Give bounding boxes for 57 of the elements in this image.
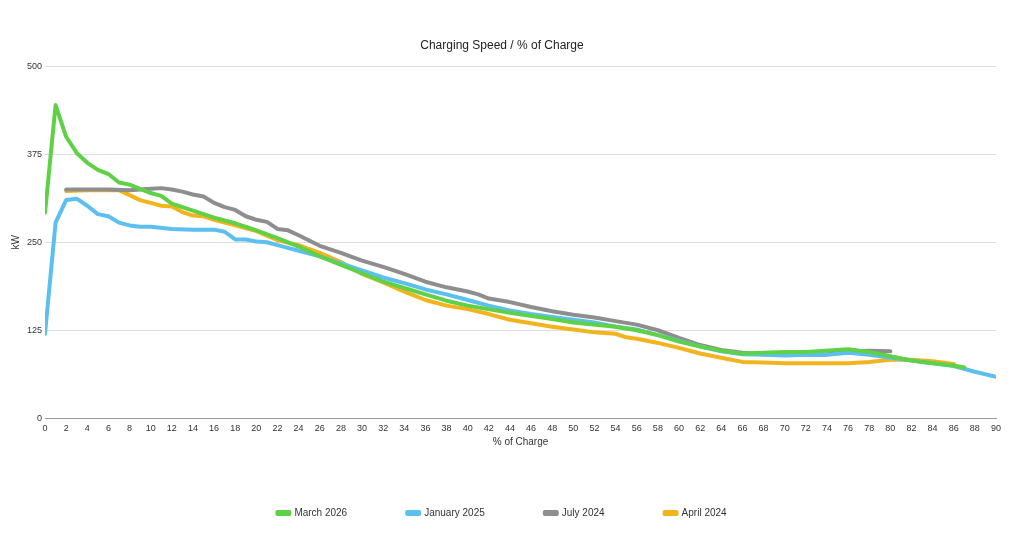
x-tick-label: 10	[145, 423, 156, 434]
x-tick-label: 82	[906, 423, 917, 434]
x-tick-label: 74	[821, 423, 832, 434]
x-tick-label: 72	[800, 423, 811, 434]
x-tick-label: 16	[209, 423, 220, 434]
chart-title: Charging Speed / % of Charge	[420, 37, 585, 52]
x-tick-label: 62	[695, 423, 706, 434]
x-tick-label: 8	[127, 423, 133, 434]
x-tick-label: 22	[272, 423, 283, 434]
x-tick-label: 70	[779, 423, 790, 434]
x-tick-label: 32	[378, 423, 389, 434]
x-tick-label: 88	[969, 423, 980, 434]
x-tick-label: 44	[504, 423, 515, 434]
y-tick-label: 125	[26, 324, 43, 335]
x-tick-label: 6	[105, 423, 111, 434]
y-tick-label: 250	[26, 236, 43, 247]
y-tick-label: 500	[26, 60, 43, 71]
x-tick-label: 64	[716, 423, 727, 434]
x-tick-label: 26	[314, 423, 325, 434]
x-tick-label: 4	[84, 423, 90, 434]
x-tick-label: 54	[610, 423, 621, 434]
x-tick-label: 42	[483, 423, 494, 434]
y-tick-label: 0	[37, 412, 43, 423]
x-tick-label: 56	[631, 423, 642, 434]
x-tick-label: 84	[927, 423, 938, 434]
x-tick-label: 76	[843, 423, 854, 434]
x-tick-label: 86	[948, 423, 959, 434]
legend-label: April 2024	[681, 506, 728, 518]
x-tick-label: 60	[674, 423, 685, 434]
y-axis-title: kW	[9, 234, 21, 250]
x-tick-label: 90	[990, 423, 1002, 434]
x-tick-label: 2	[63, 423, 69, 434]
x-tick-label: 20	[251, 423, 262, 434]
x-axis-title: % of Charge	[492, 435, 549, 447]
legend-label: January 2025	[424, 506, 486, 518]
x-tick-label: 38	[441, 423, 452, 434]
legend-label: July 2024	[561, 506, 606, 518]
x-tick-label: 24	[293, 423, 304, 434]
x-tick-label: 18	[230, 423, 241, 434]
x-tick-label: 68	[758, 423, 769, 434]
x-tick-label: 58	[652, 423, 663, 434]
y-tick-label: 375	[26, 148, 43, 159]
x-tick-label: 78	[864, 423, 875, 434]
x-tick-label: 40	[462, 423, 473, 434]
x-tick-label: 12	[166, 423, 177, 434]
x-tick-label: 52	[589, 423, 600, 434]
legend-label: March 2026	[294, 506, 348, 518]
x-tick-label: 36	[420, 423, 431, 434]
x-tick-label: 30	[357, 423, 368, 434]
x-tick-label: 46	[526, 423, 537, 434]
x-tick-label: 34	[399, 423, 410, 434]
x-tick-label: 28	[335, 423, 346, 434]
x-tick-label: 48	[547, 423, 558, 434]
x-tick-label: 14	[187, 423, 198, 434]
x-tick-label: 66	[737, 423, 748, 434]
x-tick-label: 80	[885, 423, 896, 434]
x-tick-label: 50	[568, 423, 579, 434]
